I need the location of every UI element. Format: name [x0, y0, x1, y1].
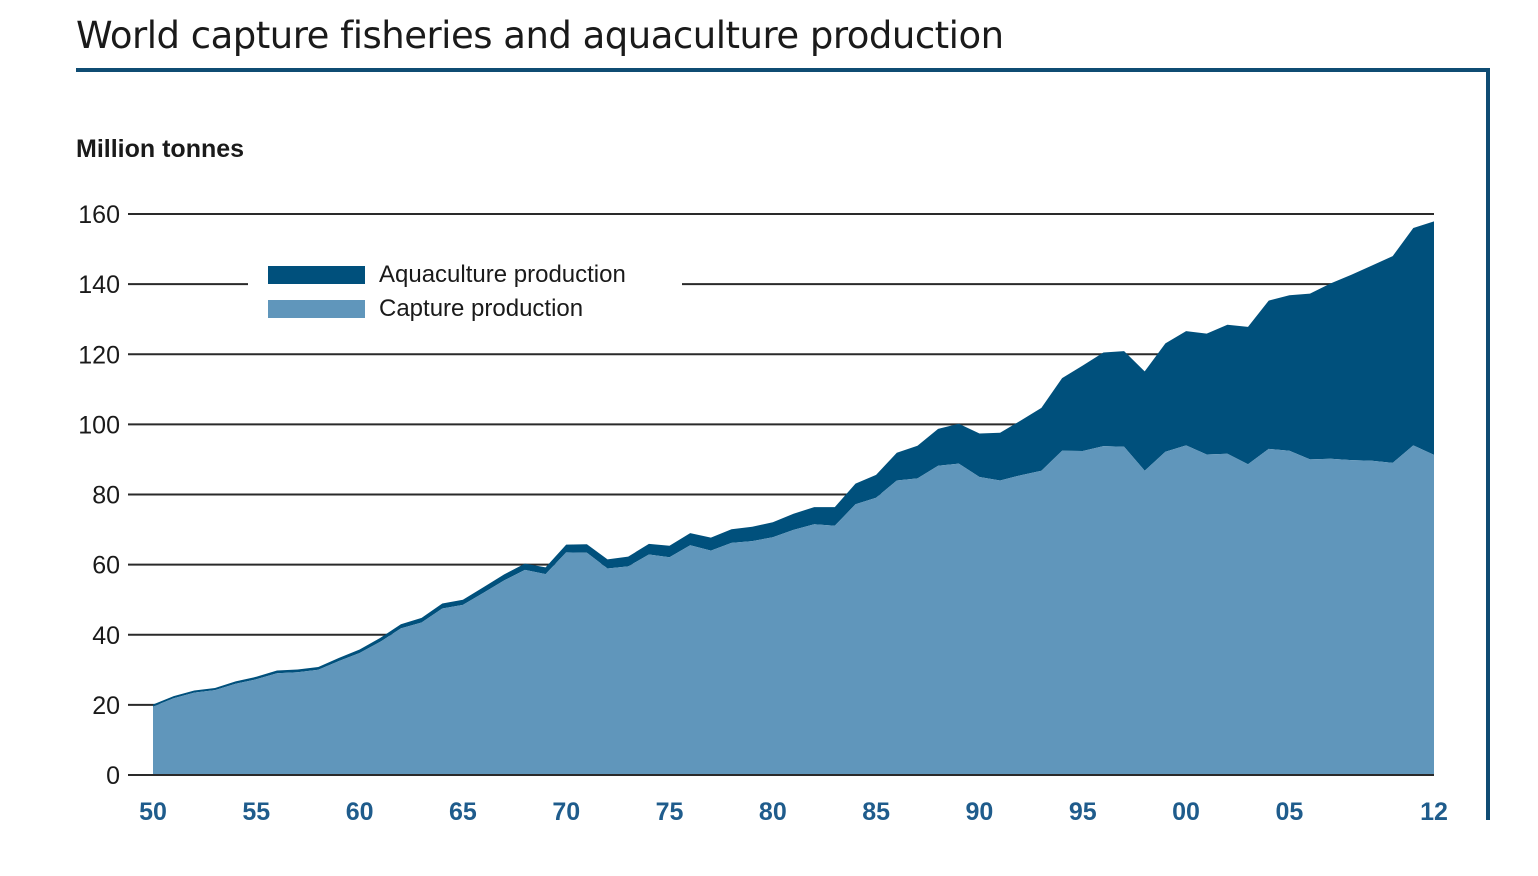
y-tick-label-80: 80 — [92, 482, 120, 510]
area-capture-production — [153, 445, 1434, 775]
x-tick-label-55: 55 — [242, 798, 270, 826]
y-tick-label-0: 0 — [106, 762, 120, 790]
y-tick-label-140: 140 — [78, 271, 120, 299]
y-tick-label-60: 60 — [92, 552, 120, 580]
legend-label-capture: Capture production — [379, 295, 584, 322]
x-tick-label-85: 85 — [862, 798, 890, 826]
y-axis-label: Million tonnes — [76, 135, 245, 163]
title-divider — [76, 68, 1490, 72]
y-tick-labels: 0 20 40 60 80 100 120 140 160 — [78, 201, 120, 790]
legend-label-aquaculture: Aquaculture production — [379, 261, 626, 288]
x-tick-label-75: 75 — [656, 798, 684, 826]
stacked-areas — [153, 221, 1434, 775]
y-tick-label-20: 20 — [92, 692, 120, 720]
frame-right-border — [1486, 68, 1490, 820]
x-tick-label-60: 60 — [346, 798, 374, 826]
legend-swatch-capture — [268, 300, 365, 318]
x-tick-label-12: 12 — [1420, 798, 1448, 826]
x-tick-label-05: 05 — [1275, 798, 1303, 826]
x-tick-label-90: 90 — [966, 798, 994, 826]
x-tick-label-95: 95 — [1069, 798, 1097, 826]
y-tick-label-40: 40 — [92, 622, 120, 650]
legend-item-capture: Capture production — [268, 294, 583, 324]
y-tick-label-160: 160 — [78, 201, 120, 229]
x-tick-label-50: 50 — [139, 798, 167, 826]
x-tick-label-65: 65 — [449, 798, 477, 826]
x-tick-label-00: 00 — [1172, 798, 1200, 826]
legend-item-aquaculture: Aquaculture production — [268, 260, 626, 290]
x-tick-label-70: 70 — [552, 798, 580, 826]
y-tick-label-100: 100 — [78, 411, 120, 439]
y-tick-label-120: 120 — [78, 341, 120, 369]
legend: Aquaculture production Capture productio… — [248, 258, 682, 330]
x-tick-labels: 50 55 60 65 70 75 80 85 90 95 00 05 12 — [139, 798, 1448, 826]
legend-swatch-aquaculture — [268, 266, 365, 284]
chart-title: World capture fisheries and aquaculture … — [76, 14, 1004, 57]
x-tick-label-80: 80 — [759, 798, 787, 826]
